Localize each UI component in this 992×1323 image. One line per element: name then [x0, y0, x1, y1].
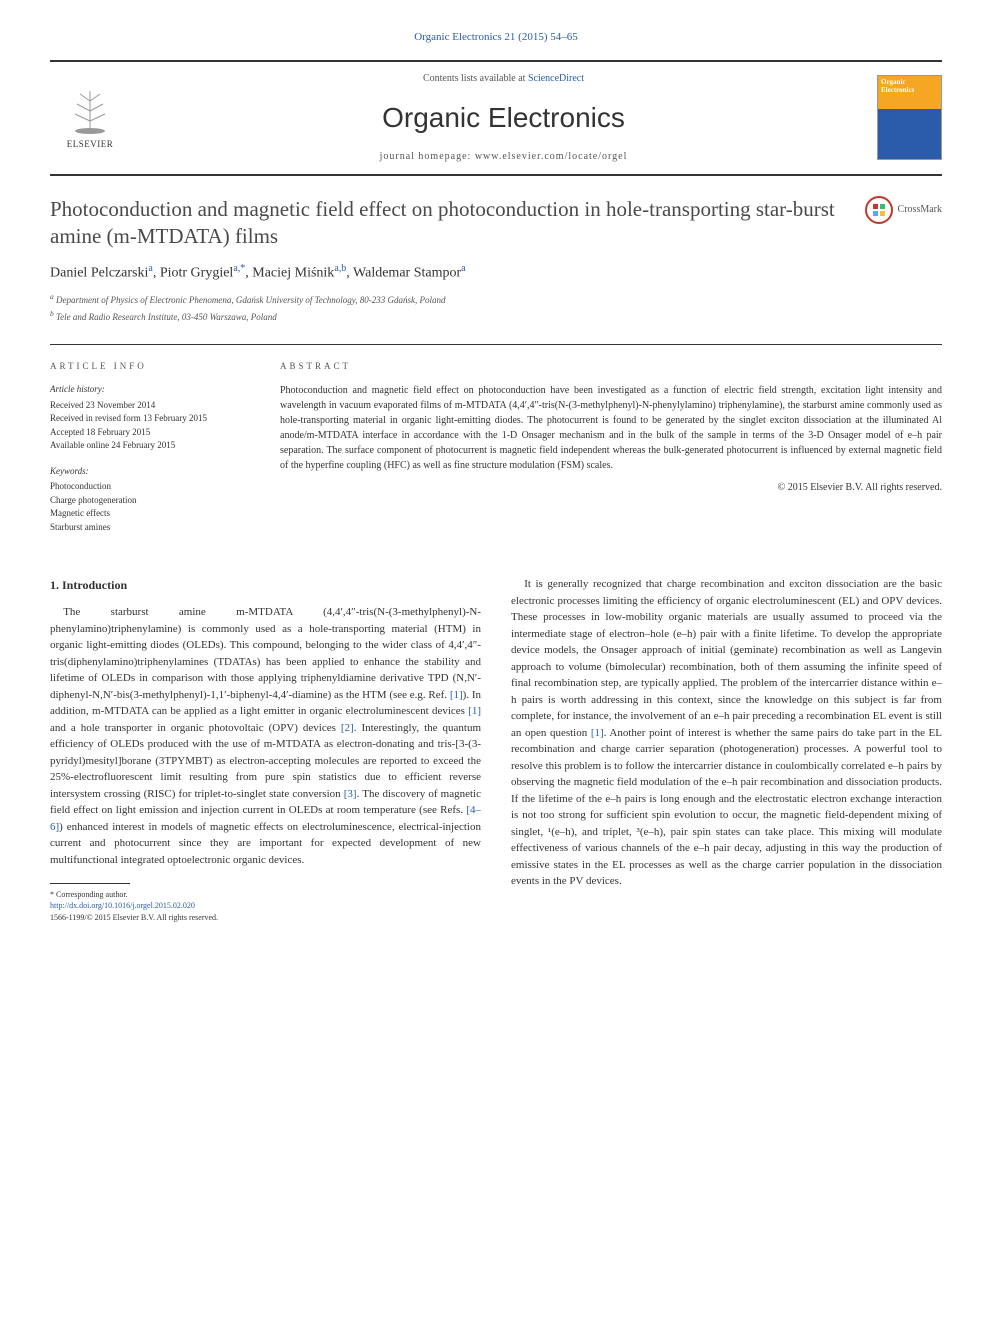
homepage-prefix: journal homepage: [380, 151, 475, 162]
intro-paragraph-1: The starburst amine m-MTDATA (4,4′,4″-tr… [50, 604, 481, 868]
info-abstract-row: ARTICLE INFO Article history: Received 2… [50, 344, 942, 546]
publisher-name: ELSEVIER [67, 138, 114, 151]
footnote-separator [50, 883, 130, 884]
contents-prefix: Contents lists available at [423, 73, 528, 84]
crossmark-label: CrossMark [898, 203, 942, 217]
history-list: Received 23 November 2014Received in rev… [50, 399, 250, 453]
abstract-copyright: © 2015 Elsevier B.V. All rights reserved… [280, 481, 942, 495]
abstract-text: Photoconduction and magnetic field effec… [280, 383, 942, 473]
cover-text-2: Electronics [881, 87, 938, 95]
article-info-label: ARTICLE INFO [50, 360, 250, 373]
title-row: Photoconduction and magnetic field effec… [50, 196, 942, 251]
body-column-right: It is generally recognized that charge r… [511, 576, 942, 923]
body-column-left: 1. Introduction The starburst amine m-MT… [50, 576, 481, 923]
contents-available: Contents lists available at ScienceDirec… [130, 72, 877, 86]
keywords-label: Keywords: [50, 465, 250, 478]
history-label: Article history: [50, 383, 250, 396]
abstract-label: ABSTRACT [280, 360, 942, 373]
journal-header: ELSEVIER Contents lists available at Sci… [50, 60, 942, 175]
journal-homepage: journal homepage: www.elsevier.com/locat… [130, 150, 877, 164]
article-info-column: ARTICLE INFO Article history: Received 2… [50, 360, 250, 546]
journal-title: Organic Electronics [130, 98, 877, 137]
keywords-list: PhotoconductionCharge photogenerationMag… [50, 480, 250, 534]
header-center: Contents lists available at ScienceDirec… [130, 72, 877, 163]
doi-link[interactable]: http://dx.doi.org/10.1016/j.orgel.2015.0… [50, 901, 195, 910]
body-columns: 1. Introduction The starburst amine m-MT… [50, 576, 942, 923]
section-heading-intro: 1. Introduction [50, 576, 481, 594]
homepage-url[interactable]: www.elsevier.com/locate/orgel [475, 151, 628, 162]
publisher-logo: ELSEVIER [50, 78, 130, 158]
article-history-block: Article history: Received 23 November 20… [50, 383, 250, 453]
journal-cover-thumbnail: Organic Electronics [877, 75, 942, 160]
elsevier-tree-icon [65, 86, 115, 136]
intro-paragraph-2: It is generally recognized that charge r… [511, 576, 942, 890]
crossmark-icon [865, 196, 893, 224]
article-title: Photoconduction and magnetic field effec… [50, 196, 865, 251]
doi-line: http://dx.doi.org/10.1016/j.orgel.2015.0… [50, 900, 481, 911]
affiliations: a Department of Physics of Electronic Ph… [50, 291, 942, 324]
corresponding-author-note: * Corresponding author. [50, 889, 481, 900]
abstract-column: ABSTRACT Photoconduction and magnetic fi… [280, 360, 942, 546]
crossmark-badge[interactable]: CrossMark [865, 196, 942, 224]
sciencedirect-link[interactable]: ScienceDirect [528, 73, 584, 84]
citation-link[interactable]: Organic Electronics 21 (2015) 54–65 [50, 30, 942, 45]
authors-line: Daniel Pelczarskia, Piotr Grygiela,*, Ma… [50, 262, 942, 283]
keywords-block: Keywords: PhotoconductionCharge photogen… [50, 465, 250, 535]
issn-copyright: 1566-1199/© 2015 Elsevier B.V. All right… [50, 912, 481, 923]
